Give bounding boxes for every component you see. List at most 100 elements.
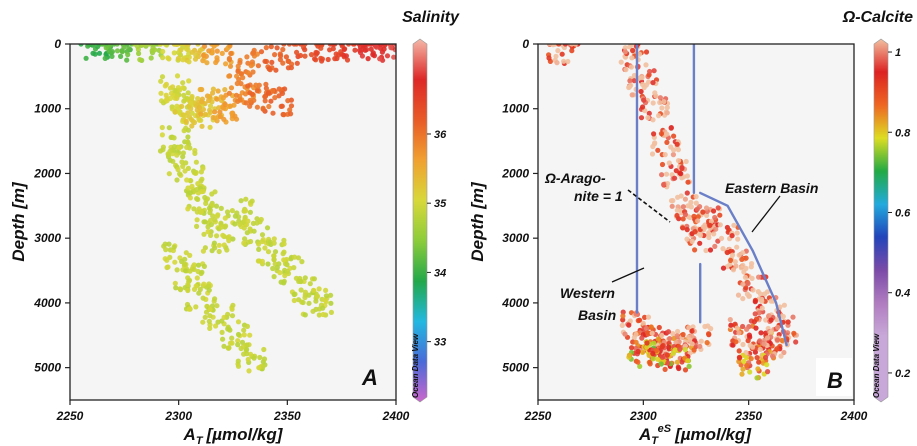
data-point-b: [712, 243, 718, 249]
data-point-a: [365, 56, 371, 62]
data-point-b: [675, 147, 682, 153]
data-point-a: [265, 261, 271, 267]
data-point-b: [700, 224, 707, 230]
data-point-b: [644, 344, 650, 350]
data-point-b: [708, 326, 714, 332]
x-tick-label-b: 2300: [629, 409, 657, 423]
data-point-a: [257, 354, 263, 361]
data-point-b: [650, 117, 656, 123]
data-point-a: [187, 195, 193, 201]
colorbar-calcite-ticks: 0.2 0.4 0.6 0.8 1: [888, 47, 911, 380]
data-point-a: [187, 252, 193, 258]
data-point-a: [261, 346, 267, 353]
data-point-b: [756, 310, 762, 316]
data-point-a: [164, 257, 170, 263]
data-point-a: [163, 247, 169, 253]
data-point-b: [659, 332, 665, 339]
data-point-a: [223, 223, 229, 229]
data-point-a: [162, 83, 168, 89]
data-point-b: [637, 317, 643, 323]
data-point-a: [222, 215, 228, 221]
data-point-a: [219, 50, 225, 57]
data-point-a: [229, 313, 236, 319]
data-point-a: [184, 96, 190, 102]
data-point-a: [185, 90, 191, 96]
panel-a: 0 1000 2000 3000 4000 5000 2250 2300 2350 2400 D…: [9, 37, 410, 446]
data-point-b: [780, 313, 786, 320]
data-point-a: [114, 48, 121, 54]
y-tick-label-b: 5000: [502, 361, 529, 375]
data-point-a: [272, 95, 278, 101]
data-point-a: [218, 220, 224, 226]
data-point-b: [793, 339, 799, 345]
data-point-a: [283, 54, 289, 60]
data-point-b: [691, 347, 697, 353]
data-point-a: [237, 97, 243, 103]
data-point-b: [653, 93, 659, 99]
data-point-b: [781, 349, 787, 356]
data-point-a: [240, 75, 246, 81]
data-point-a: [377, 56, 383, 62]
data-point-b: [629, 92, 635, 98]
data-point-b: [663, 171, 670, 177]
data-point-b: [618, 59, 624, 65]
data-point-b: [753, 325, 759, 331]
data-point-a: [235, 331, 242, 338]
x-tick-label-a: 2400: [382, 409, 410, 423]
data-point-b: [729, 252, 736, 258]
data-point-a: [211, 44, 217, 49]
data-point-a: [201, 231, 207, 237]
plot-frame-a: [69, 43, 397, 401]
data-point-b: [774, 337, 781, 343]
data-point-a: [135, 46, 141, 53]
y-axis-label-a: Depth [m]: [9, 181, 28, 262]
data-point-a: [270, 110, 276, 116]
data-point-a: [185, 134, 191, 140]
x-tick-label-b: 2400: [840, 409, 868, 423]
data-point-a: [287, 107, 293, 113]
data-point-b: [754, 375, 760, 381]
data-point-a: [201, 281, 207, 287]
data-point-b: [756, 359, 762, 365]
data-point-a: [182, 168, 188, 174]
data-point-a: [198, 209, 204, 215]
data-point-a: [174, 152, 180, 158]
data-point-a: [205, 224, 211, 230]
data-point-a: [208, 232, 214, 238]
data-point-a: [181, 261, 188, 267]
data-point-a: [226, 345, 232, 351]
data-point-b: [630, 47, 636, 54]
data-point-b: [635, 359, 641, 365]
data-point-b: [702, 323, 708, 330]
y-tick-label-b: 1000: [502, 102, 529, 116]
data-point-b: [647, 68, 653, 75]
data-point-b: [734, 244, 740, 250]
colorbar-tick-label-a: 34: [434, 267, 446, 279]
data-point-a: [250, 69, 256, 75]
data-point-a: [103, 45, 109, 51]
colorbar-tick-label-b: 1: [895, 47, 901, 59]
data-point-a: [214, 303, 220, 309]
data-point-a: [265, 90, 272, 96]
data-point-a: [244, 54, 250, 60]
data-point-a: [148, 55, 154, 61]
data-point-a: [248, 238, 254, 245]
data-point-a: [224, 247, 230, 253]
data-point-a: [225, 311, 231, 317]
data-point-b: [700, 209, 706, 215]
data-point-b: [733, 339, 739, 345]
data-point-b: [680, 331, 686, 338]
data-point-b: [738, 265, 744, 271]
data-point-a: [189, 93, 195, 100]
data-point-b: [711, 231, 717, 237]
data-point-b: [650, 350, 656, 357]
data-point-b: [659, 105, 665, 111]
data-point-a: [187, 268, 193, 274]
data-point-a: [179, 103, 185, 109]
data-point-a: [306, 300, 312, 306]
data-point-b: [682, 196, 689, 202]
data-point-a: [210, 90, 216, 96]
data-point-a: [194, 209, 200, 215]
data-point-a: [296, 297, 302, 303]
data-point-a: [259, 232, 266, 238]
